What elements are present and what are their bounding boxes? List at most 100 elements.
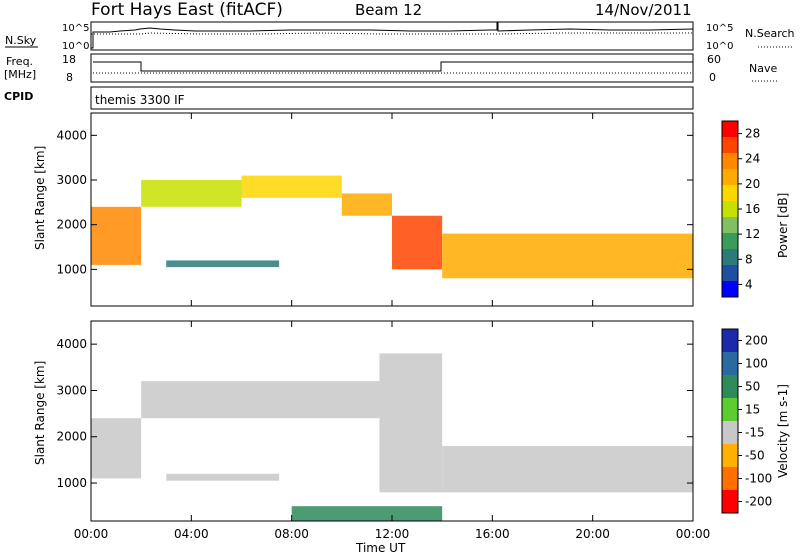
x-tick-label: 20:00 [575, 527, 610, 541]
colorbar-tick-label: -15 [745, 426, 765, 440]
colorbar-segment [722, 352, 738, 376]
velocity-colorbar: 200 100 50 15 -15 -50 -100 -200 Velocity [m s-1… [721, 328, 790, 514]
x-tick-label: 16:00 [475, 527, 510, 541]
power-y-axis: 1000 2000 3000 4000 [56, 128, 693, 276]
nave-label: Nave [749, 62, 777, 75]
y-tick-label: 3000 [56, 173, 87, 187]
freq-right-tick-top: 60 [707, 53, 721, 66]
colorbar-segment [722, 329, 738, 353]
colorbar-tick-label: 15 [745, 403, 760, 417]
colorbar-segment [722, 490, 738, 514]
noise-search-label: N.Search [745, 27, 795, 40]
echo-band [241, 175, 342, 198]
echo-band [91, 206, 142, 265]
colorbar-tick-label: 50 [745, 380, 760, 394]
velocity-colorbar-frame [721, 328, 739, 514]
y-tick-label: 2000 [56, 218, 87, 232]
noise-left-tick-bottom: 10^0 [62, 41, 89, 52]
y-tick-label: 2000 [56, 430, 87, 444]
y-tick-label: 3000 [56, 383, 87, 397]
colorbar-segment [722, 444, 738, 468]
x-tick-label: 08:00 [274, 527, 309, 541]
x-axis: 00:00 04:00 08:00 12:00 16:00 20:00 00:00 [74, 113, 711, 541]
radar-title: Fort Hays East (fitACF) [91, 0, 283, 20]
beam-label: Beam 12 [355, 1, 422, 19]
power-colorbar-ticks: 28 24 20 16 12 8 4 [738, 127, 760, 291]
echo-band [291, 506, 443, 521]
noise-sky-label: N.Sky [5, 34, 37, 47]
y-tick-label: 1000 [56, 476, 87, 490]
velocity-colorbar-ticks: 200 100 50 15 -15 -50 -100 -200 [738, 334, 772, 509]
freq-frame [90, 53, 694, 83]
power-colorbar-title: Power [dB] [776, 193, 790, 258]
colorbar-segment [722, 137, 738, 154]
cpid-panel: CPID themis 3300 IF [4, 86, 694, 110]
power-echo-bands [91, 175, 693, 279]
echo-band [141, 381, 380, 419]
noise-panel: N.Sky 10^5 10^0 10^5 10^0 N.Search [5, 21, 795, 52]
power-colorbar-fill [722, 121, 738, 298]
colorbar-tick-label: 100 [745, 357, 768, 371]
noise-frame [90, 21, 694, 51]
colorbar-segment [722, 467, 738, 491]
colorbar-segment [722, 421, 738, 445]
echo-band [166, 473, 280, 481]
date-label: 14/Nov/2011 [595, 1, 692, 19]
freq-right-tick-bottom: 0 [709, 71, 716, 84]
freq-label-line2: [MHz] [4, 68, 36, 81]
echo-band [91, 418, 142, 479]
colorbar-segment [722, 217, 738, 234]
freq-trace [93, 61, 693, 72]
noise-right-tick-bottom: 10^0 [706, 41, 733, 52]
colorbar-tick-label: -200 [745, 495, 772, 509]
colorbar-segment [722, 121, 738, 138]
noise-search-trace [91, 32, 693, 35]
echo-band [442, 233, 693, 279]
colorbar-tick-label: 8 [745, 252, 753, 266]
freq-label-line1: Freq. [6, 55, 33, 68]
colorbar-tick-label: 12 [745, 227, 760, 241]
colorbar-tick-label: 4 [745, 277, 753, 291]
colorbar-tick-label: 20 [745, 177, 760, 191]
colorbar-segment [722, 233, 738, 250]
colorbar-tick-label: 24 [745, 152, 760, 166]
velocity-y-axis-label: Slant Range [km] [33, 361, 47, 465]
colorbar-tick-label: 16 [745, 202, 760, 216]
velocity-y-axis: 1000 2000 3000 4000 [56, 337, 693, 490]
y-tick-label: 4000 [56, 128, 87, 142]
y-tick-label: 4000 [56, 337, 87, 351]
power-colorbar: 28 24 20 16 12 8 4 Power [dB] [721, 120, 790, 298]
echo-band [379, 353, 443, 493]
noise-left-tick-top: 10^5 [62, 23, 89, 34]
freq-panel: Freq. [MHz] 18 8 60 0 Nave [4, 53, 778, 84]
colorbar-segment [722, 185, 738, 202]
power-panel: 1000 2000 3000 4000 Slant Range [km] [33, 112, 694, 307]
echo-band [341, 193, 392, 216]
x-tick-label: 12:00 [375, 527, 410, 541]
freq-left-tick-bottom: 8 [66, 71, 73, 84]
cpid-label: CPID [4, 90, 33, 103]
colorbar-segment [722, 398, 738, 422]
echo-band [166, 260, 280, 268]
x-tick-label: 00:00 [676, 527, 711, 541]
colorbar-segment [722, 375, 738, 399]
velocity-echo-bands [91, 353, 693, 521]
cpid-text: themis 3300 IF [95, 93, 185, 107]
echo-band [392, 215, 443, 270]
colorbar-tick-label: -50 [745, 449, 765, 463]
colorbar-segment [722, 265, 738, 282]
power-y-axis-label: Slant Range [km] [33, 146, 47, 250]
colorbar-tick-label: 28 [745, 127, 760, 141]
echo-band [141, 180, 242, 207]
colorbar-tick-label: -100 [745, 472, 772, 486]
x-axis-label: Time UT [355, 541, 406, 554]
velocity-panel: 1000 2000 3000 4000 Slant Range [km] [33, 320, 694, 522]
colorbar-segment [722, 153, 738, 170]
y-tick-label: 1000 [56, 262, 87, 276]
colorbar-segment [722, 201, 738, 218]
freq-left-tick-top: 18 [62, 53, 76, 66]
colorbar-segment [722, 169, 738, 186]
x-tick-label: 04:00 [174, 527, 209, 541]
echo-band [442, 446, 693, 493]
